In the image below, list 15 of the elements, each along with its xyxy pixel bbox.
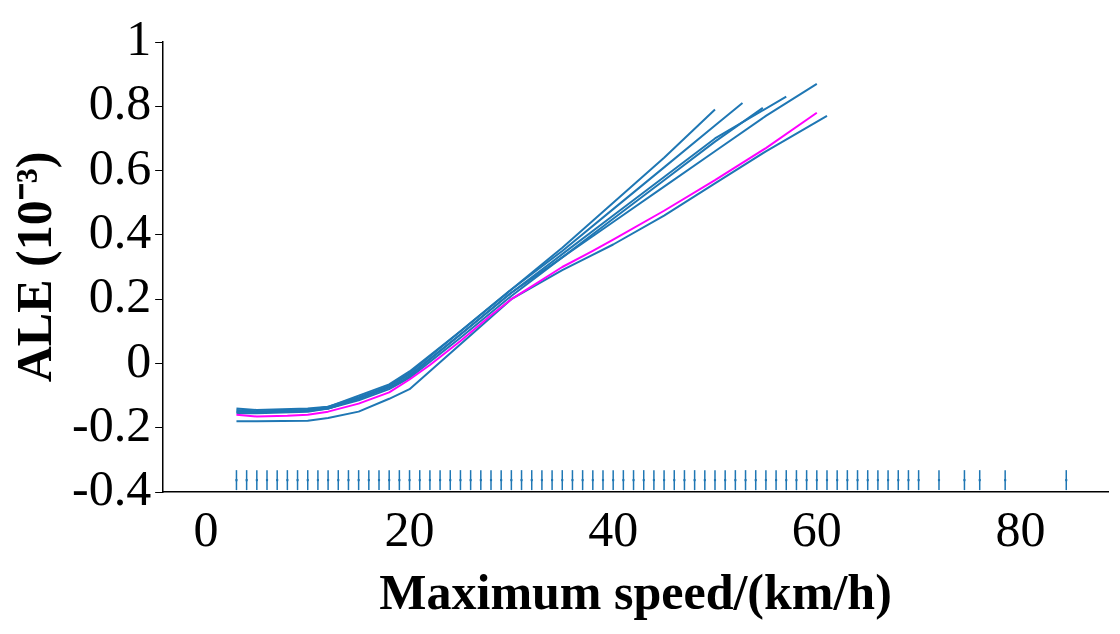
x-tick-label: 20 bbox=[384, 501, 435, 558]
y-tick-label: -0.2 bbox=[71, 395, 152, 452]
y-axis-title: ALE (10⁻³) bbox=[5, 151, 62, 383]
y-tick-label: -0.4 bbox=[71, 460, 152, 517]
y-tick-label: 0.4 bbox=[88, 202, 152, 259]
y-tick-label: 1 bbox=[126, 10, 152, 67]
x-tick-label: 60 bbox=[791, 501, 842, 558]
y-tick-label: 0.8 bbox=[88, 74, 152, 131]
x-tick-label: 40 bbox=[588, 501, 639, 558]
y-tick-label: 0.6 bbox=[88, 138, 152, 195]
x-tick-label: 0 bbox=[193, 501, 219, 558]
y-tick-label: 0.2 bbox=[88, 267, 152, 324]
x-tick-label: 80 bbox=[995, 501, 1046, 558]
x-axis-title: Maximum speed/(km/h) bbox=[379, 563, 892, 620]
y-tick-label: 0 bbox=[126, 331, 152, 388]
